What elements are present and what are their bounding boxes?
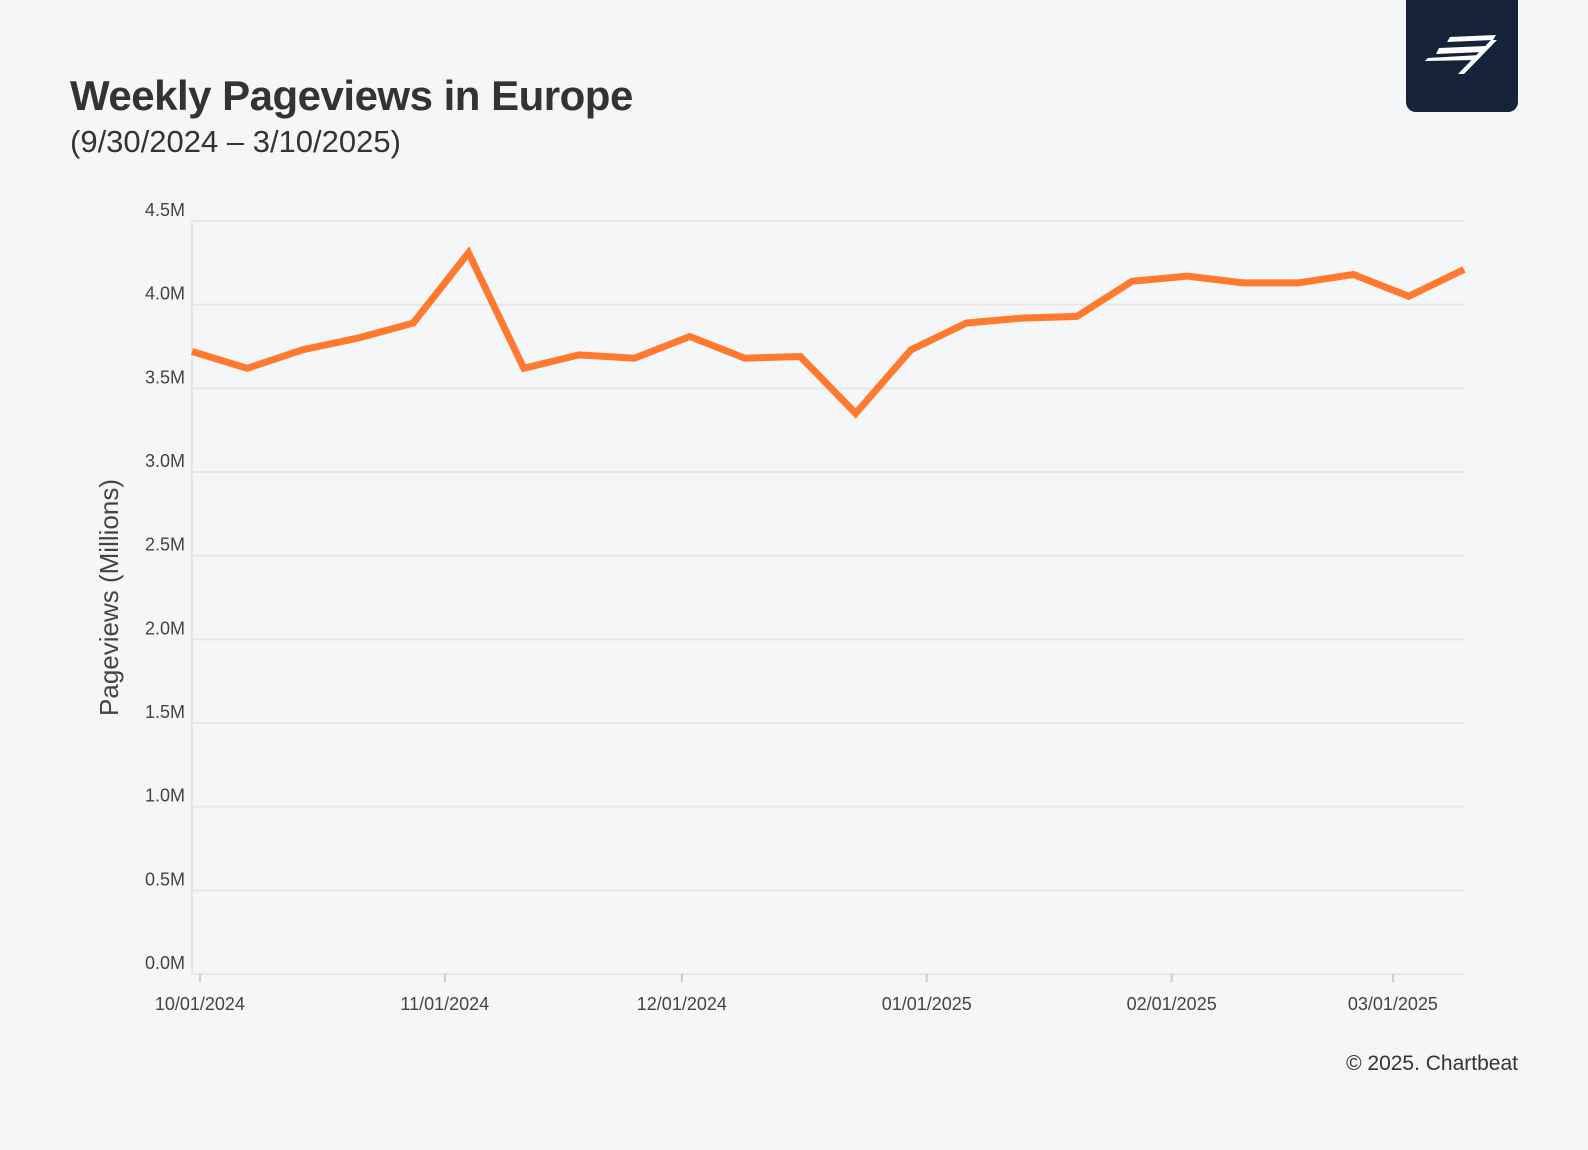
x-tick-label: 03/01/2025 [1348, 994, 1438, 1014]
x-tick-label: 01/01/2025 [882, 994, 972, 1014]
y-tick-label: 4.5M [145, 200, 185, 220]
x-tick-label: 12/01/2024 [637, 994, 727, 1014]
x-tick-label: 11/01/2024 [400, 994, 489, 1014]
y-tick-label: 2.0M [145, 618, 185, 638]
copyright-footer: © 2025. Chartbeat [1346, 1052, 1518, 1075]
y-tick-label: 2.5M [145, 535, 185, 555]
y-tick-label: 0.5M [145, 869, 185, 889]
axes [191, 221, 1464, 975]
x-tick-label: 10/01/2024 [155, 994, 245, 1014]
series-line [190, 246, 1466, 419]
y-tick-label: 4.0M [145, 284, 185, 304]
chart-subtitle: (9/30/2024 – 3/10/2025) [70, 124, 401, 159]
x-tick-label: 02/01/2025 [1127, 994, 1217, 1014]
y-tick-label: 1.0M [145, 786, 185, 806]
chartbeat-logo-icon [1425, 35, 1497, 74]
series [190, 246, 1466, 419]
y-tick-label: 1.5M [145, 702, 185, 722]
y-tick-label: 3.0M [145, 451, 185, 471]
y-axis-title: Pageviews (Millions) [94, 479, 124, 716]
y-axis-ticks: 0.0M 0.5M 1.0M 1.5M 2.0M 2.5M 3.0M 3.5M 4.0M 4.5M [145, 200, 185, 973]
x-axis-ticks: 10/01/2024 11/01/2024 12/01/2024 01/01/2025… [155, 974, 1438, 1014]
y-tick-label: 0.0M [145, 953, 185, 973]
grid-lines [192, 220, 1464, 892]
chartbeat-logo [1406, 0, 1518, 112]
chart-title: Weekly Pageviews in Europe [70, 72, 633, 119]
y-tick-label: 3.5M [145, 367, 185, 387]
